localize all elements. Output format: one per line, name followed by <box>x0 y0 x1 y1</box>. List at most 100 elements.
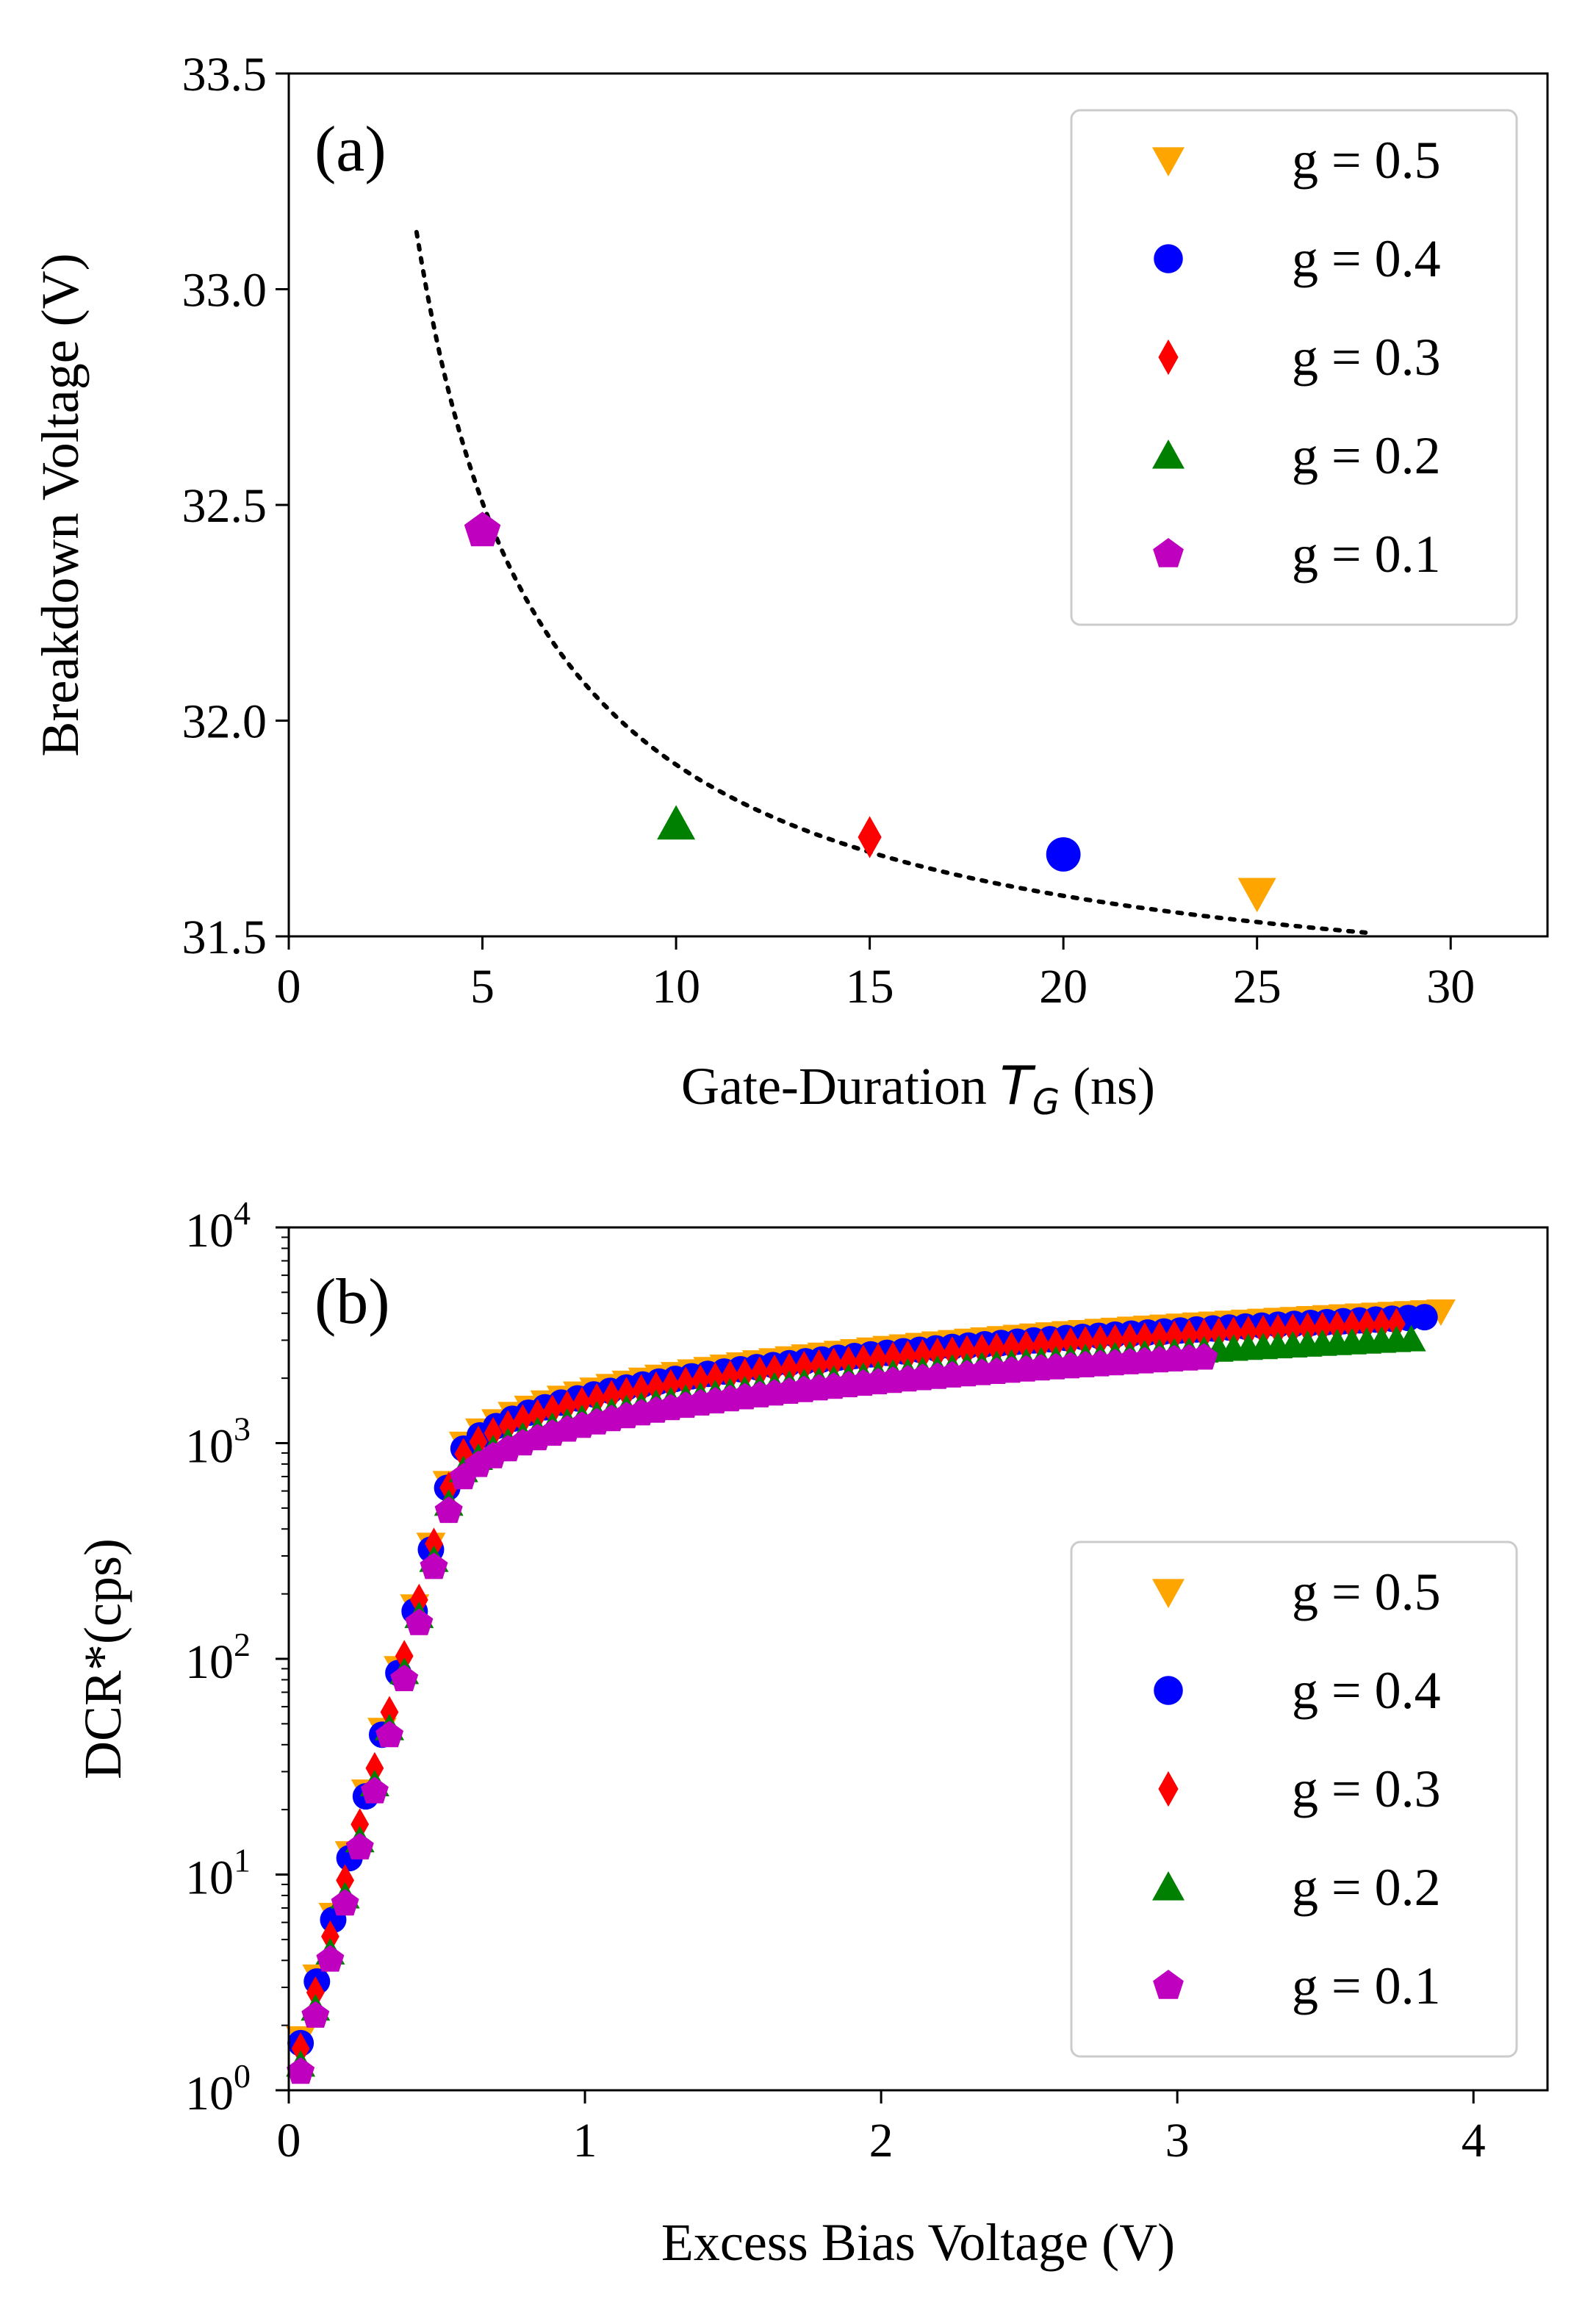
panel-b-point-g-0-1 <box>434 1496 463 1524</box>
panel-b-point-g-0-1 <box>390 1664 419 1691</box>
panel-a-y-tick-label-3: 33.0 <box>182 264 267 318</box>
panel-b-point-g-0-3 <box>943 1336 962 1369</box>
panel-b-point-g-0-3 <box>869 1343 888 1376</box>
panel-b-point-g-0-3 <box>409 1583 428 1616</box>
panel-b-point-g-0-3 <box>351 1808 370 1841</box>
panel-b-legend-label-g-0-5: g = 0.5 <box>1292 1563 1441 1621</box>
panel-a-x-axis-title-suffix: (ns) <box>1060 1057 1155 1116</box>
panel-b-point-g-0-3 <box>1046 1328 1065 1360</box>
panel-b-x-tick-label-4: 4 <box>1462 2114 1486 2167</box>
panel-a-points <box>464 512 1276 913</box>
panel-b-point-g-0-1 <box>405 1608 434 1635</box>
panel-b-legend-label-g-0-2: g = 0.2 <box>1292 1858 1441 1917</box>
panel-b-point-g-0-3 <box>780 1352 799 1385</box>
panel-a-legend-marker-g-0-2 <box>1152 440 1185 469</box>
panel-b-point-g-0-1 <box>420 1552 448 1579</box>
panel-b-point-g-0-3 <box>1298 1312 1317 1345</box>
panel-a-y-tick-label-1: 32.0 <box>182 695 267 749</box>
panel-b-point-g-0-3 <box>1224 1316 1243 1349</box>
panel-b-point-g-0-3 <box>528 1399 547 1432</box>
panel-a-label: (a) <box>314 114 387 185</box>
panel-b-legend-label-g-0-1: g = 0.1 <box>1292 1957 1441 2015</box>
panel-a-legend-box <box>1070 109 1518 626</box>
panel-a-y-axis-title: Breakdown Voltage (V) <box>31 253 90 756</box>
panel-b-point-g-0-3 <box>1076 1326 1095 1359</box>
panel-b-point-g-0-3 <box>1387 1308 1406 1341</box>
panel-a-legend-label-g-0-1: g = 0.1 <box>1292 525 1441 584</box>
panel-b-y-tick-label-3: 103 <box>185 1410 251 1474</box>
panel-a-x-tick-label-4: 20 <box>1039 960 1088 1014</box>
panel-b-x-axis-title: Excess Bias Voltage (V) <box>661 2213 1175 2272</box>
panel-b-y-tick-base-0: 10 <box>185 2067 234 2120</box>
panel-b-point-g-0-3 <box>854 1344 873 1377</box>
panel-b-point-g-0-3 <box>425 1527 443 1560</box>
panel-a-x-tick-label-6: 30 <box>1426 960 1475 1014</box>
panel-b-point-g-0-3 <box>661 1369 680 1402</box>
panel-b-y-tick-base-3: 10 <box>185 1420 234 1474</box>
panel-b-point-g-0-3 <box>794 1350 813 1383</box>
panel-a-legend: g = 0.5 g = 0.4 g = 0.3 g = 0.2 g = 0.1 <box>1070 109 1518 626</box>
panel-b-point-g-0-3 <box>587 1382 606 1416</box>
panel-b-point-g-0-3 <box>1284 1313 1302 1346</box>
panel-b-y-tick-label-2: 102 <box>185 1626 251 1689</box>
panel-b-point-g-0-3 <box>1032 1329 1051 1362</box>
panel-b-point-g-0-3 <box>1002 1331 1021 1364</box>
panel-b-y-tick-label-4: 104 <box>185 1194 251 1258</box>
panel-a-point-g-0-5 <box>1237 878 1276 913</box>
panel-b-point-g-0-3 <box>395 1640 414 1673</box>
panel-b-point-g-0-3 <box>572 1386 592 1419</box>
panel-a-x-tick-label-2: 10 <box>652 960 700 1014</box>
panel-b-point-g-0-3 <box>647 1371 666 1404</box>
panel-b-point-g-0-3 <box>913 1338 932 1371</box>
panel-b-point-g-0-1 <box>331 1889 359 1916</box>
panel-b-point-g-0-3 <box>706 1362 725 1395</box>
panel-b-point-g-0-3 <box>1091 1324 1110 1357</box>
panel-a-y-tick-label-2: 32.5 <box>182 479 267 533</box>
panel-b-point-g-0-3 <box>1195 1318 1213 1351</box>
panel-b-y-tick-base-2: 10 <box>185 1635 234 1689</box>
panel-b-point-g-0-3 <box>1313 1311 1332 1344</box>
panel-a-x-tick-label-1: 5 <box>470 960 495 1014</box>
panel-b-point-g-0-3 <box>380 1696 399 1729</box>
panel-b-point-g-0-3 <box>839 1346 858 1379</box>
panel-b-point-g-0-3 <box>928 1337 947 1370</box>
panel-b-legend-marker-g-0-5 <box>1152 1579 1185 1608</box>
panel-b-point-g-0-1 <box>316 1945 345 1972</box>
panel-b-y-axis-title: DCR*(cps) <box>73 1538 132 1779</box>
panel-a-x-axis-title: Gate-Duration TG (ns) <box>681 1055 1155 1123</box>
panel-b-point-g-0-1 <box>375 1721 404 1748</box>
panel-a-fit-curve <box>414 229 1368 935</box>
panel-b-point-g-0-3 <box>498 1410 517 1443</box>
panel-b-point-g-0-1 <box>1190 1343 1218 1370</box>
panel-b-point-g-0-3 <box>1254 1315 1273 1347</box>
panel-a-y-tick-label-0: 31.5 <box>182 911 267 964</box>
panel-b-legend-label-g-0-4: g = 0.4 <box>1292 1661 1441 1720</box>
panel-b-point-g-0-3 <box>765 1354 784 1387</box>
panel-b-point-g-0-3 <box>1061 1327 1080 1360</box>
panel-b-point-g-0-3 <box>1239 1316 1258 1349</box>
panel-a-y-tick-label-4: 33.5 <box>182 48 267 101</box>
panel-b-point-g-0-1 <box>301 2001 330 2028</box>
panel-b-point-g-0-3 <box>1209 1317 1228 1350</box>
panel-b-point-g-0-1 <box>345 1832 374 1859</box>
panel-b-x-tick-label-0: 0 <box>277 2114 301 2167</box>
panel-b-point-g-0-3 <box>484 1416 503 1449</box>
panel-a-legend-label-g-0-2: g = 0.2 <box>1292 426 1441 485</box>
panel-b-point-g-0-3 <box>736 1357 755 1391</box>
panel-a-legend-marker-g-0-4 <box>1154 244 1183 273</box>
panel-b-point-g-0-5 <box>1426 1299 1456 1326</box>
panel-b-point-g-0-3 <box>987 1333 1006 1366</box>
panel-b-x-tick-label-2: 2 <box>869 2114 894 2167</box>
panel-b-point-g-0-3 <box>1017 1330 1035 1363</box>
panel-b-legend-marker-g-0-3 <box>1158 1771 1179 1807</box>
panel-a-x-tick-label-3: 15 <box>846 960 894 1014</box>
panel-b-x-tick-label-3: 3 <box>1165 2114 1190 2167</box>
panel-b-y-tick-exponent-1: 1 <box>234 1842 251 1879</box>
panel-b-point-g-0-3 <box>1342 1310 1362 1343</box>
panel-b-point-g-0-2 <box>1396 1324 1426 1352</box>
panel-a-frame <box>287 72 1549 938</box>
panel-b-point-g-0-3 <box>1106 1324 1124 1357</box>
